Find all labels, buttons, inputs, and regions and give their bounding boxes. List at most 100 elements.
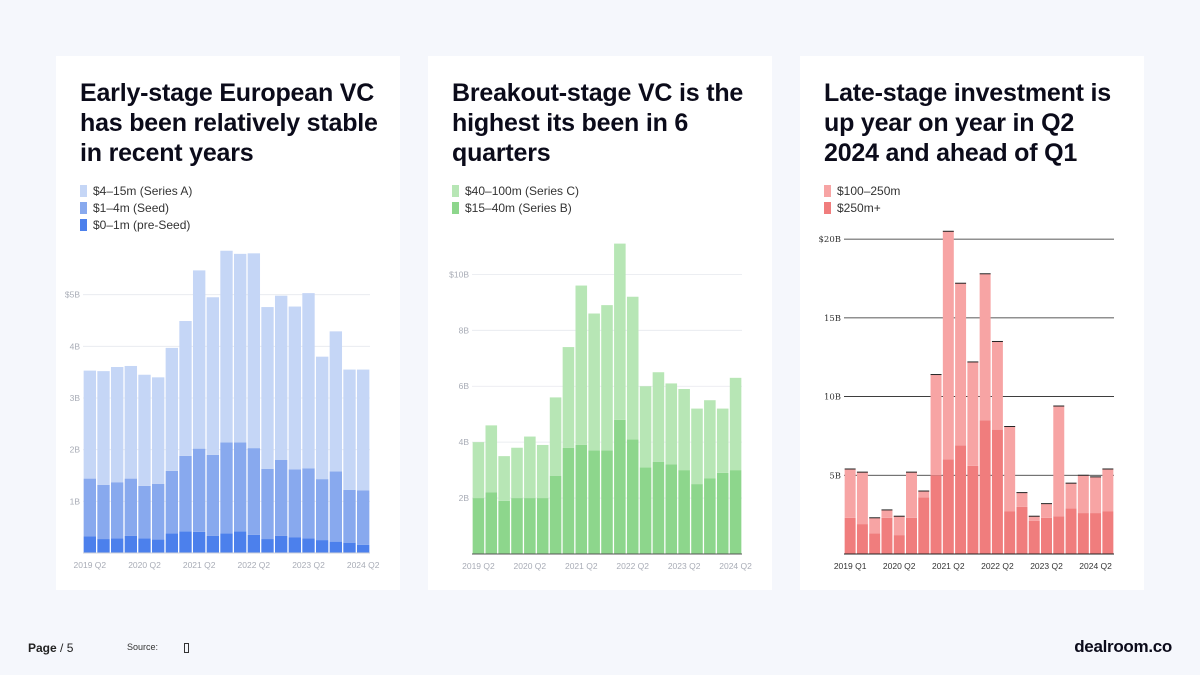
bar-segment [930, 475, 942, 554]
bar-segment [1028, 516, 1040, 521]
bar-segment [918, 491, 930, 498]
bar-segment [206, 535, 220, 553]
bar-segment [151, 539, 165, 553]
bar-segment [639, 467, 652, 554]
legend-item-250m-plus: $250m+ [824, 199, 900, 216]
legend-item-series-b: $15–40m (Series B) [452, 199, 579, 216]
y-tick-label: 4B [459, 437, 470, 447]
bar-segment [614, 419, 626, 554]
bar-segment [991, 429, 1003, 554]
bar-segment [991, 341, 1003, 430]
bar-segment [343, 542, 356, 553]
legend-item-100-250m: $100–250m [824, 182, 900, 199]
bar-segment [524, 498, 536, 554]
page-total: / 5 [60, 641, 74, 655]
bar-segment [110, 482, 124, 539]
bar-segment [893, 535, 905, 554]
bar-segment [626, 439, 639, 554]
bar-segment [97, 484, 110, 540]
bar-segment [1053, 406, 1065, 517]
x-tick-label: 2023 Q2 [668, 561, 701, 571]
legend-swatch [452, 201, 459, 214]
x-tick-label: 2023 Q2 [1030, 561, 1063, 571]
bar-segment [942, 459, 954, 554]
bar-segment [856, 524, 868, 554]
bar-segment [869, 533, 881, 554]
bar-segment [110, 367, 124, 483]
bar-segment [247, 253, 261, 449]
y-tick-label: 15B [824, 314, 841, 324]
bar-segment [575, 444, 588, 554]
bar-segment [1065, 508, 1077, 554]
bar-segment [639, 386, 652, 468]
bar-segment [588, 313, 600, 451]
legend-item-series-a: $4–15m (Series A) [80, 182, 192, 199]
bar-segment [261, 468, 274, 540]
bar-segment [562, 347, 575, 448]
legend-item-series-c: $40–100m (Series C) [452, 182, 579, 199]
x-tick-label: 2019 Q2 [462, 561, 495, 571]
bar-segment [1077, 513, 1089, 554]
x-tick-label: 2023 Q2 [292, 560, 325, 570]
bar-segment [220, 250, 233, 443]
x-tick-label: 2019 Q2 [74, 560, 107, 570]
bar-segment [151, 483, 165, 540]
bar-segment [1004, 426, 1016, 512]
bar-segment [302, 538, 315, 553]
y-tick-label: 5B [829, 471, 841, 481]
bar-segment [151, 377, 165, 484]
bar-segment [124, 478, 138, 536]
bar-segment [549, 475, 562, 554]
bar-segment [1077, 475, 1089, 514]
bar-segment [729, 377, 742, 471]
legend-label: $250m+ [837, 200, 881, 215]
bar-segment [288, 537, 302, 553]
bar-segment [1102, 511, 1114, 554]
bar-segment [288, 469, 302, 538]
bar-segment [665, 383, 678, 465]
bar-segment [955, 445, 967, 554]
bar-segment [165, 533, 179, 553]
chart-title: Breakout-stage VC is the highest its bee… [452, 79, 744, 167]
bar-segment [329, 541, 343, 553]
bar-segment [247, 448, 261, 535]
legend-swatch [80, 218, 87, 231]
bar-segment [678, 389, 690, 471]
bar-segment [83, 478, 97, 537]
chart-legend: $4–15m (Series A) $1–4m (Seed) $0–1m (pr… [80, 182, 192, 233]
bar-segment [1102, 468, 1114, 512]
legend-label: $15–40m (Series B) [465, 200, 572, 215]
bar-segment [856, 472, 868, 525]
y-tick-label: 1B [70, 496, 81, 506]
bar-segment [179, 321, 192, 456]
bar-segment [881, 509, 893, 518]
bar-segment [329, 331, 343, 472]
legend-swatch [80, 184, 87, 197]
bar-segment [511, 447, 523, 499]
legend-swatch [824, 201, 831, 214]
legend-label: $4–15m (Series A) [93, 183, 193, 198]
bar-segment [233, 442, 247, 532]
bar-segment [1090, 513, 1102, 554]
bar-segment [704, 478, 716, 554]
bar-segment [729, 470, 742, 554]
bar-segment [1016, 506, 1028, 554]
bar-segment [1065, 483, 1077, 509]
x-tick-label: 2022 Q2 [616, 561, 649, 571]
bar-segment [356, 544, 370, 553]
x-tick-label: 2021 Q2 [565, 561, 598, 571]
bar-segment [601, 305, 613, 451]
bar-segment [844, 468, 856, 518]
legend-label: $0–1m (pre-Seed) [93, 217, 191, 232]
legend-swatch [80, 201, 87, 214]
legend-swatch [824, 184, 831, 197]
bar-segment [233, 531, 247, 553]
y-tick-label: 4B [70, 341, 81, 351]
bar-segment [665, 464, 678, 554]
bar-segment [247, 534, 261, 553]
bar-segment [691, 484, 703, 554]
page-indicator: Page / 5 [28, 641, 73, 655]
bar-segment [704, 400, 716, 479]
bar-segment [165, 470, 179, 534]
bar-segment [138, 374, 151, 486]
